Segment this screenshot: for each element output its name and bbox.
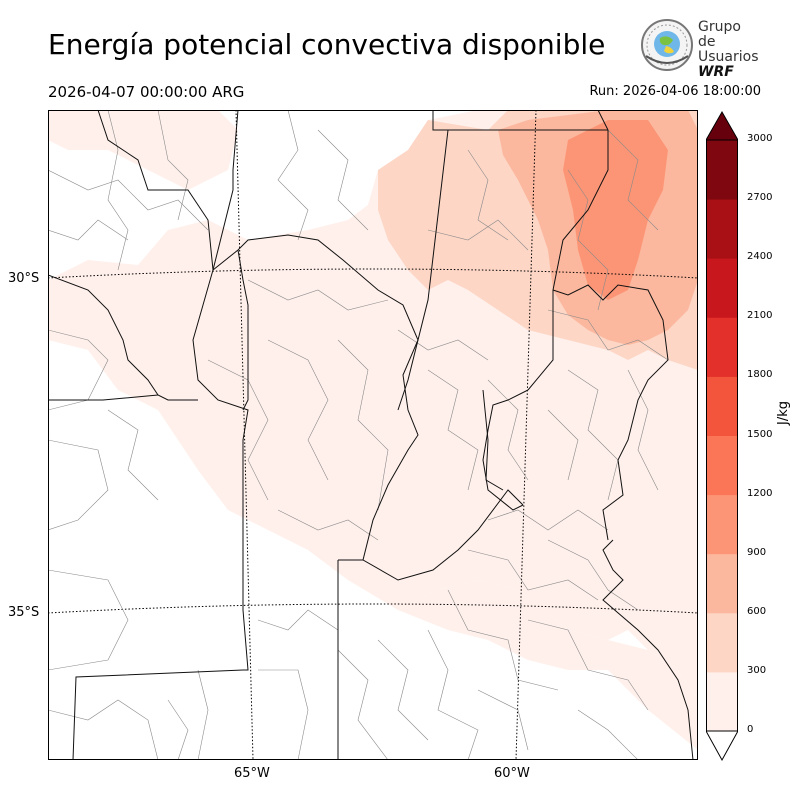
colorbar-segment	[706, 317, 738, 377]
colorbar-unit-label: J/kg	[776, 401, 791, 425]
colorbar-segment	[706, 612, 738, 673]
valid-time: 2026-04-07 00:00:00 ARG	[48, 83, 245, 101]
colorbar-segment	[706, 140, 738, 200]
colorbar-tick-label: 3000	[747, 133, 773, 144]
page-title: Energía potencial convectiva disponible	[48, 28, 606, 61]
colorbar-extend-max	[706, 110, 738, 141]
colorbar-tick-label: 1500	[747, 428, 773, 440]
colorbar-tick-label: 300	[747, 664, 767, 676]
cape-fill-900-1200	[563, 120, 668, 300]
colorbar-segment	[706, 435, 738, 496]
colorbar-segment	[706, 671, 738, 732]
colorbar-segment	[706, 376, 738, 436]
globe-seal-icon	[641, 19, 693, 71]
colorbar-tick-label: 1800	[747, 369, 773, 381]
lat-label-30: 30°S	[8, 271, 40, 286]
colorbar-extend-min	[706, 730, 738, 762]
logo: Grupo de Usuarios WRF	[640, 18, 760, 80]
colorbar-segment	[706, 553, 738, 614]
colorbar-tick-label: 2700	[747, 192, 773, 204]
lon-label-65: 65°W	[234, 766, 270, 781]
cape-fill-0-300-northwest	[48, 110, 238, 190]
colorbar	[706, 110, 738, 762]
colorbar-tick-label: 600	[747, 605, 767, 617]
lon-label-60: 60°W	[494, 766, 530, 781]
graticule-lat-30	[48, 268, 698, 279]
cape-fill-0-300-south	[398, 580, 698, 750]
colorbar-segment	[706, 494, 738, 555]
cape-map	[48, 110, 698, 760]
colorbar-tick-label: 0	[747, 724, 754, 735]
colorbar-tick-label: 1200	[747, 487, 773, 499]
province-borders	[48, 110, 694, 760]
lat-label-35: 35°S	[8, 605, 40, 620]
colorbar-tick-label: 2400	[747, 251, 773, 263]
colorbar-segment	[706, 199, 738, 259]
graticule-lat-35	[48, 603, 698, 614]
logo-text: Grupo de Usuarios WRF	[698, 19, 759, 80]
colorbar-segment	[706, 258, 738, 318]
colorbar-tick-label: 900	[747, 546, 767, 558]
run-time: Run: 2026-04-06 18:00:00	[589, 84, 761, 99]
colorbar-frame	[706, 139, 738, 732]
colorbar-tick-label: 2100	[747, 310, 773, 322]
